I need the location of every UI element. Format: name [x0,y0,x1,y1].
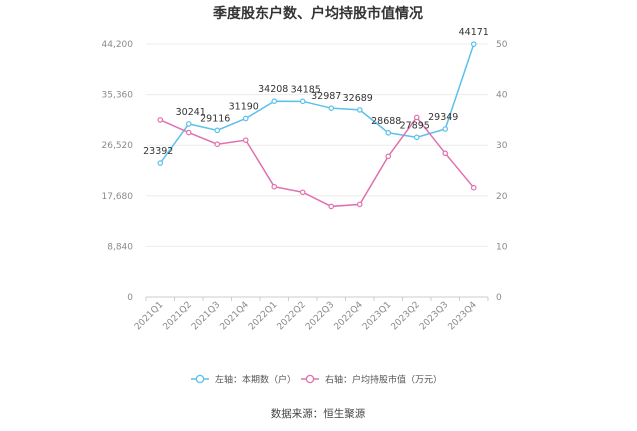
series-1-point [385,153,392,160]
left-axis: 0 8,840 17,680 26,520 35,360 44,200 [102,40,134,303]
series-1-point [185,129,192,136]
legend-label: 右轴：户均持股市值（万元） [325,374,442,386]
series-1-point [356,201,363,208]
series-0-point [242,115,249,122]
series-0-point [470,41,477,47]
right-tick-label: 50 [496,40,508,50]
series-0-point [385,129,392,136]
series-1-point [442,150,449,157]
series-1-point [214,141,221,147]
right-tick-label: 30 [496,141,508,151]
series-0-point [271,98,278,104]
x-tick-label: 2022Q4 [333,300,366,333]
source-note: 数据来源：恒生聚源 [271,407,366,420]
data-label: 29116 [200,113,230,124]
series-1-point [328,203,335,210]
right-tick-label: 0 [496,293,502,303]
series-0-point [442,126,449,132]
data-label: 28688 [371,116,401,127]
x-tick-label: 2021Q2 [162,300,194,332]
data-label: 23392 [143,146,173,157]
data-label: 32987 [311,91,341,102]
left-tick-label: 8,840 [107,242,133,252]
x-tick-label: 2021Q4 [219,300,252,333]
series-line-1 [159,116,475,208]
left-tick-label: 17,680 [102,192,134,202]
series-1-point [242,137,249,143]
data-label: 34208 [258,84,288,95]
series-line-0 [159,43,475,164]
right-axis: 0 10 20 30 40 50 [496,40,508,303]
right-tick-label: 40 [496,91,508,101]
x-tick-label: 2022Q1 [247,300,279,332]
series-0-point [413,134,420,141]
x-tick-label: 2023Q3 [418,300,450,332]
x-axis: 2021Q12021Q22021Q32021Q42022Q12022Q22022… [133,297,489,333]
series-0-point [328,105,335,111]
series-1-point [271,183,278,190]
x-tick-label: 2022Q3 [304,300,336,332]
legend-swatch-marker [305,374,315,384]
series-0-point [157,160,164,166]
series-0-point [299,98,306,105]
grid [146,43,488,298]
data-label: 29349 [428,112,458,123]
data-label: 32689 [343,93,373,104]
right-tick-label: 20 [496,192,508,202]
left-tick-label: 44,200 [102,40,134,50]
right-tick-label: 10 [496,242,508,252]
x-tick-label: 2021Q3 [190,300,222,332]
x-tick-label: 2023Q2 [390,300,422,332]
series-0-point [185,121,192,127]
data-label: 27895 [400,120,430,131]
data-label: 34185 [291,84,321,95]
x-tick-label: 2022Q2 [276,300,308,332]
legend: 左轴：本期数（户） 右轴：户均持股市值（万元） [191,374,442,386]
series-1-point [157,117,164,123]
series-0-point [214,127,221,134]
data-label: 31190 [229,101,259,112]
legend-swatch-marker [195,374,205,384]
left-tick-label: 35,360 [102,91,134,101]
chart-title: 季度股东户数、户均持股市值情况 [212,5,423,22]
series-1-point [299,189,306,196]
x-tick-label: 2023Q4 [447,300,480,333]
series-1-point [470,184,477,191]
data-label: 44171 [459,27,489,38]
x-tick-label: 2021Q1 [133,300,165,332]
series-0-point [356,107,363,113]
left-tick-label: 0 [127,293,133,303]
left-tick-label: 26,520 [102,141,134,151]
data-label: 30241 [176,107,206,118]
x-tick-label: 2023Q1 [361,300,393,332]
series-1-point [413,114,420,121]
legend-label: 左轴：本期数（户） [215,374,296,386]
